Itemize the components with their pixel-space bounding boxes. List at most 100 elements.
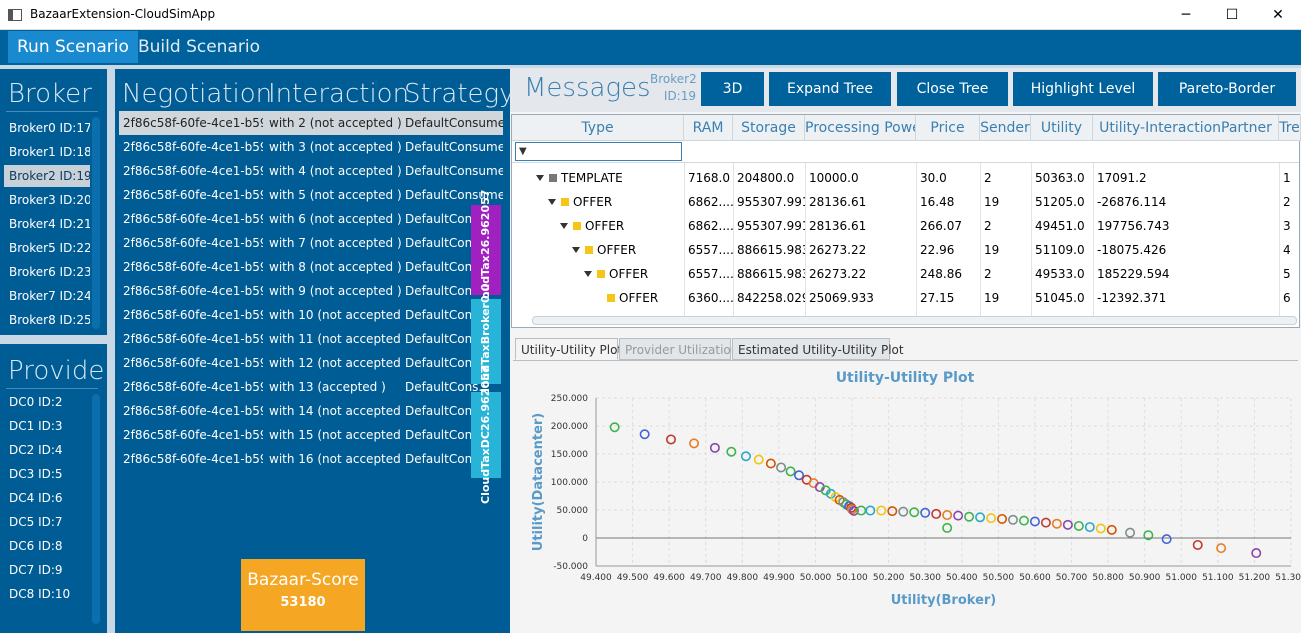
negotiation-row[interactable]: 2f86c58f-60fe-4ce1-b59... with 14 (not ac… [119,399,503,423]
data-point[interactable] [1073,520,1084,531]
data-point[interactable] [1062,519,1073,530]
column-header[interactable]: Tre [1279,115,1301,141]
maximize-icon[interactable]: ☐ [1225,7,1239,23]
provider-item[interactable]: DC0 ID:2 [9,395,63,409]
provider-item[interactable]: DC1 ID:3 [9,419,63,433]
data-point[interactable] [709,442,720,453]
negotiation-row[interactable]: 2f86c58f-60fe-4ce1-b59... with 9 (not acc… [119,279,503,303]
data-point[interactable] [865,505,876,516]
data-point[interactable] [942,510,953,521]
data-point[interactable] [1051,518,1062,529]
data-point[interactable] [609,422,620,433]
data-point[interactable] [1084,522,1095,533]
column-header[interactable]: Sender [980,115,1031,141]
data-point[interactable] [794,470,805,481]
tab-estimated-utility-plot[interactable]: Estimated Utility-Utility Plot [732,338,904,360]
table-row[interactable]: OFFER 6557.... 886615.983 26273.22 248.86 2 49… [512,262,1299,286]
data-point[interactable] [920,507,931,518]
run-scenario-tab[interactable]: Run Scenario [8,31,138,63]
broker-scrollbar[interactable] [92,117,100,329]
close-icon[interactable]: ✕ [1272,7,1284,23]
data-point[interactable] [776,462,787,473]
column-header[interactable]: Type [512,115,684,141]
data-point[interactable] [1216,543,1227,554]
filter-combo[interactable]: ▼ [515,142,682,161]
negotiation-row[interactable]: 2f86c58f-60fe-4ce1-b59... with 8 (not acc… [119,255,503,279]
broker-item[interactable]: Broker2 ID:19 [4,165,90,187]
negotiation-row[interactable]: 2f86c58f-60fe-4ce1-b59... with 3 (not acc… [119,135,503,159]
highlight-level-button[interactable]: Highlight Level [1013,72,1153,106]
negotiation-row[interactable]: 2f86c58f-60fe-4ce1-b59... with 13 (accept… [119,375,503,399]
data-point[interactable] [887,506,898,517]
tab-provider-utilization[interactable]: Provider Utilization [619,338,738,360]
provider-item[interactable]: DC8 ID:10 [9,587,71,601]
collapse-arrow-icon[interactable] [584,270,592,277]
table-row[interactable]: TEMPLATE 7168.0 204800.0 10000.0 30.0 2 50363.… [512,166,1299,190]
close-tree-button[interactable]: Close Tree [897,72,1008,106]
negotiation-row[interactable]: 2f86c58f-60fe-4ce1-b59... with 7 (not acc… [119,231,503,255]
data-point[interactable] [942,522,953,533]
data-point[interactable] [1029,516,1040,527]
data-point[interactable] [953,510,964,521]
data-point[interactable] [1161,534,1172,545]
negotiation-row[interactable]: 2f86c58f-60fe-4ce1-b59... with 6 (not acc… [119,207,503,231]
table-row[interactable]: OFFER 6862.... 955307.991 28136.61 266.07 2 49… [512,214,1299,238]
column-header[interactable]: RAM [684,115,733,141]
broker-item[interactable]: Broker5 ID:22 [9,241,90,255]
negotiation-row[interactable]: 2f86c58f-60fe-4ce1-b59... with 4 (not acc… [119,159,503,183]
provider-item[interactable]: DC7 ID:9 [9,563,63,577]
data-point[interactable] [1007,514,1018,525]
broker-item[interactable]: Broker4 ID:21 [9,217,90,231]
data-point[interactable] [964,511,975,522]
data-point[interactable] [689,438,700,449]
table-row[interactable]: OFFER 6360.... 842258.029 25069.933 27.15 19 5… [512,286,1299,310]
table-row[interactable]: OFFER 6557.... 886615.983 26273.22 22.96 19 51… [512,238,1299,262]
collapse-arrow-icon[interactable] [548,198,556,205]
broker-item[interactable]: Broker7 ID:24 [9,289,90,303]
expand-tree-button[interactable]: Expand Tree [769,72,891,106]
data-point[interactable] [931,508,942,519]
data-point[interactable] [986,513,997,524]
data-point[interactable] [1040,517,1051,528]
side-tab-cloudtax[interactable]: CloudTax 26.962057 [471,189,501,311]
data-point[interactable] [975,512,986,523]
provider-item[interactable]: DC4 ID:6 [9,491,63,505]
negotiation-row[interactable]: 2f86c58f-60fe-4ce1-b59... with 10 (not ac… [119,303,503,327]
table-row[interactable]: OFFER 6862.... 955307.991 28136.61 16.48 19 51… [512,190,1299,214]
side-tab-cloudtaxdc[interactable]: CloudTaxDC 26.962057 [471,366,501,504]
collapse-arrow-icon[interactable] [572,246,580,253]
messages-table[interactable]: Type RAM Storage Processing Power Price Sende… [511,114,1301,328]
column-header[interactable]: Storage [733,115,805,141]
tab-utility-utility-plot[interactable]: Utility-Utility Plot [515,338,622,360]
data-point[interactable] [1095,523,1106,534]
table-horizontal-scrollbar[interactable] [532,316,1297,325]
data-point[interactable] [847,504,858,515]
broker-item[interactable]: Broker0 ID:17 [9,121,90,135]
3d-button[interactable]: 3D [701,72,764,106]
broker-item[interactable]: Broker8 ID:25 [9,313,90,327]
data-point[interactable] [740,451,751,462]
data-point[interactable] [753,454,764,465]
provider-item[interactable]: DC2 ID:4 [9,443,63,457]
negotiation-row[interactable]: 2f86c58f-60fe-4ce1-b59... with 2 (not acc… [119,111,503,135]
data-point[interactable] [765,458,776,469]
data-point[interactable] [1251,548,1262,559]
negotiation-row[interactable]: 2f86c58f-60fe-4ce1-b59... with 12 (not ac… [119,351,503,375]
negotiation-row[interactable]: 2f86c58f-60fe-4ce1-b59... with 5 (not acc… [119,183,503,207]
provider-item[interactable]: DC6 ID:8 [9,539,63,553]
pareto-border-button[interactable]: Pareto-Border [1158,72,1296,106]
broker-item[interactable]: Broker6 ID:23 [9,265,90,279]
broker-item[interactable]: Broker1 ID:18 [9,145,90,159]
negotiation-row[interactable]: 2f86c58f-60fe-4ce1-b59... with 16 (not ac… [119,447,503,471]
data-point[interactable] [997,513,1008,524]
broker-item[interactable]: Broker3 ID:20 [9,193,90,207]
column-header[interactable]: Price [916,115,980,141]
data-point[interactable] [848,505,859,516]
data-point[interactable] [876,505,887,516]
data-point[interactable] [1106,524,1117,535]
data-point[interactable] [785,466,796,477]
negotiation-row[interactable]: 2f86c58f-60fe-4ce1-b59... with 11 (not ac… [119,327,503,351]
column-header[interactable]: Utility [1031,115,1093,141]
column-header[interactable]: Utility-InteractionPartner [1093,115,1279,141]
data-point[interactable] [726,446,737,457]
